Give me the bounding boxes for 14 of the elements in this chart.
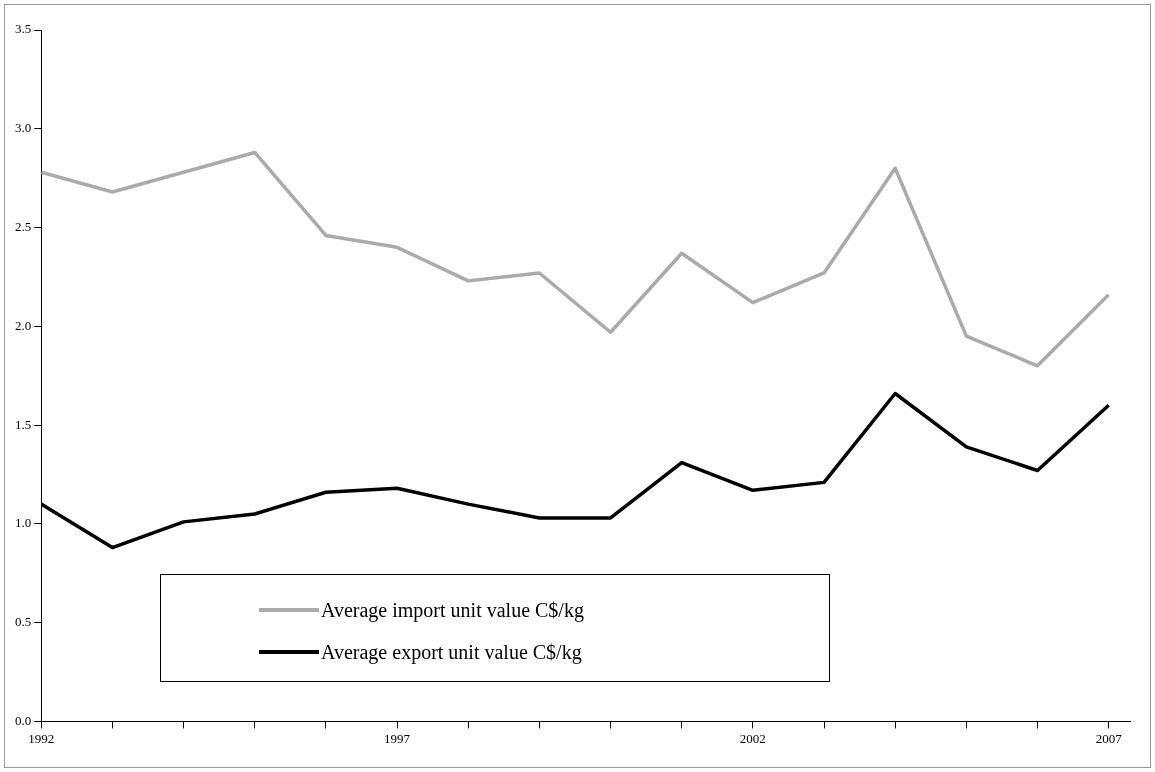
y-tick-label: 3.5	[15, 21, 32, 37]
y-tick-label: 2.0	[15, 317, 32, 333]
legend-label: Average import unit value C$/kg	[321, 598, 584, 622]
x-tick-label: 2007	[1095, 730, 1123, 746]
y-tick-label: 1.0	[15, 515, 32, 531]
x-tick-label: 1992	[28, 730, 55, 746]
y-tick-label: 2.5	[15, 218, 32, 234]
y-tick-label: 0.5	[15, 614, 32, 630]
y-tick-label: 3.0	[15, 120, 32, 136]
y-tick-label: 0.0	[15, 712, 32, 728]
x-tick-label: 2002	[739, 730, 766, 746]
legend-label: Average export unit value C$/kg	[321, 640, 582, 664]
x-tick-label: 1997	[384, 730, 411, 746]
y-tick-label: 1.5	[15, 416, 32, 432]
